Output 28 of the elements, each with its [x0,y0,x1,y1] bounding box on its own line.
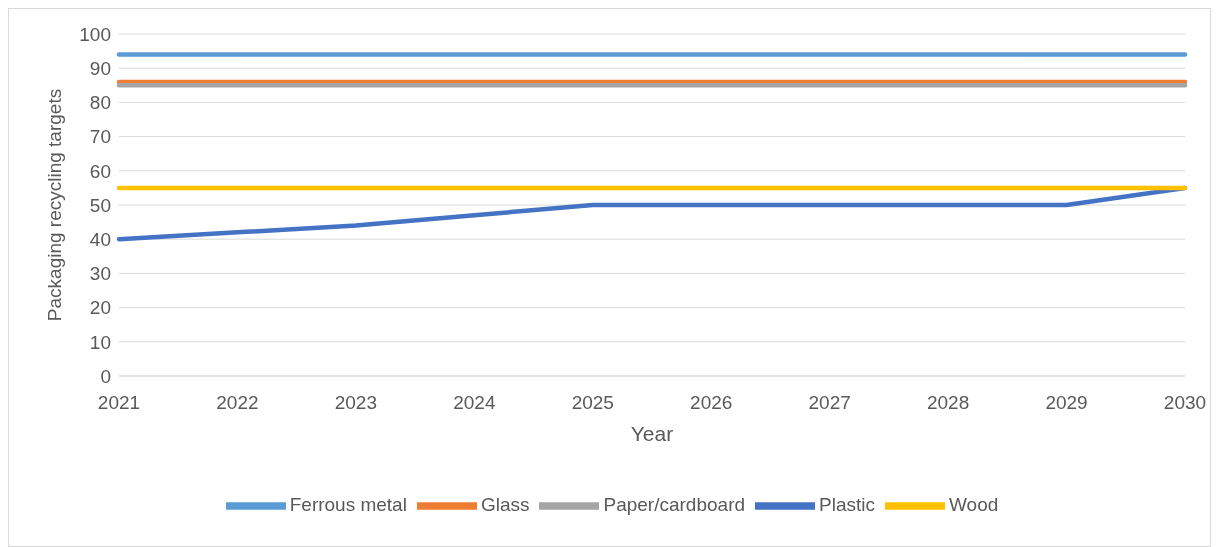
y-axis-title: Packaging recycling targets [43,88,65,322]
y-tick-label: 0 [100,365,111,387]
x-tick-label: 2021 [97,392,141,414]
legend-label: Plastic [819,494,875,516]
y-tick-label: 70 [89,126,111,148]
x-tick-label: 2027 [808,392,851,414]
legend-label: Ferrous metal [289,494,407,516]
x-axis-title: Year [630,422,674,445]
x-tick-label: 2025 [571,392,614,414]
y-tick-label: 50 [89,194,111,216]
x-tick-label: 2028 [926,392,970,414]
y-tick-label: 40 [89,228,111,250]
legend-label: Glass [480,494,530,516]
x-tick-label: 2030 [1163,392,1207,414]
y-tick-label: 100 [79,23,111,45]
legend-label: Paper/cardboard [603,494,746,516]
y-tick-label: 60 [89,160,111,182]
y-tick-label: 80 [89,92,111,114]
x-tick-label: 2029 [1045,392,1088,414]
x-tick-label: 2024 [453,392,496,414]
x-tick-label: 2026 [690,392,733,414]
x-tick-label: 2022 [216,392,259,414]
x-tick-label: 2023 [334,392,378,414]
legend-label: Wood [949,494,999,516]
y-tick-label: 90 [89,57,111,79]
y-tick-label: 30 [89,263,111,285]
y-tick-label: 20 [89,297,111,319]
y-tick-label: 10 [89,331,111,353]
